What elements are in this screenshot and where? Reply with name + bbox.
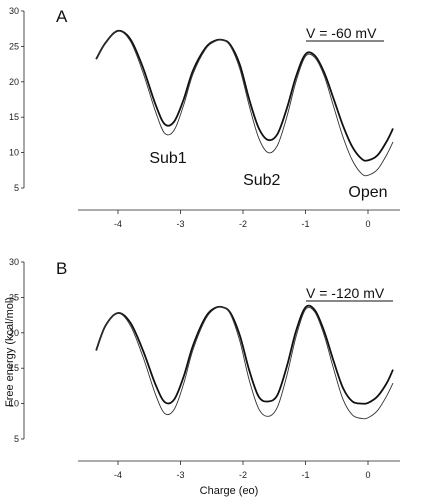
panel-b-x-tick-label: -4 (114, 470, 122, 480)
panel-a-dotted-curve (95, 30, 394, 177)
panel-a-solid-curve (95, 29, 394, 162)
panel-a-voltage-label: V = -60 mV (306, 25, 377, 41)
panel-b-solid-curve (95, 304, 394, 405)
y-axis-title: Free energy (kcal/mol) (4, 297, 16, 407)
panel-a-y-tick-label: 20 (9, 77, 19, 87)
panel-a-state-label-open: Open (348, 184, 387, 201)
panel-b-x-tick-label: -1 (301, 470, 309, 480)
panel-a-x-tick-label: -3 (176, 219, 184, 229)
panel-a-y-tick-label: 10 (9, 148, 19, 158)
panel-b: B 5 10 15 20 25 30 -4 -3 -2 -1 0 V = -120 mV (9, 257, 400, 480)
panel-b-x-tick-label: -2 (239, 470, 247, 480)
panel-b-y-tick-label: 10 (9, 399, 19, 409)
panel-a-x-tick-label: -2 (239, 219, 247, 229)
panel-a-state-labels: Sub1 Sub2 Open (149, 150, 387, 201)
panel-b-y-tick-label: 15 (9, 363, 19, 373)
panel-a-y-tick-label: 5 (14, 183, 19, 193)
panel-a-x-tick-label: -4 (114, 219, 122, 229)
panel-b-dotted-curve (95, 306, 394, 420)
panel-b-voltage-label: V = -120 mV (306, 285, 385, 301)
panel-a-x-tick-label: -1 (301, 219, 309, 229)
panel-b-axes: 5 10 15 20 25 30 -4 -3 -2 -1 0 (9, 257, 400, 480)
panel-a-axes: 5 10 15 20 25 30 -4 -3 -2 -1 0 (9, 6, 400, 229)
panel-a-y-tick-label: 15 (9, 112, 19, 122)
panel-b-y-tick-label: 5 (14, 434, 19, 444)
panel-a-state-label-sub1: Sub1 (149, 150, 186, 167)
panel-a-y-tick-label: 30 (9, 6, 19, 16)
panel-b-y-tick-label: 25 (9, 292, 19, 302)
x-axis-title: Charge (eo) (200, 485, 259, 497)
panel-a-curves (95, 29, 394, 177)
panel-a-letter: A (56, 7, 68, 26)
panel-b-y-tick-label: 30 (9, 257, 19, 267)
panel-a-state-label-sub2: Sub2 (243, 172, 280, 189)
panel-a-x-tick-label: 0 (365, 219, 370, 229)
panel-b-curves (95, 304, 394, 420)
panel-b-x-tick-label: -3 (176, 470, 184, 480)
panel-b-letter: B (56, 259, 67, 278)
panel-b-y-tick-label: 20 (9, 328, 19, 338)
panel-b-x-tick-label: 0 (365, 470, 370, 480)
panel-a-y-tick-label: 25 (9, 41, 19, 51)
